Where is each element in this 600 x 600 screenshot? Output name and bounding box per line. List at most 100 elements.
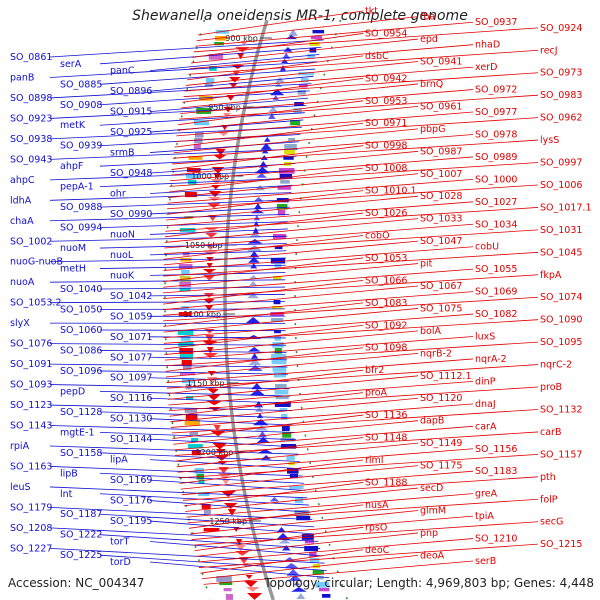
left-gene-connector — [99, 431, 296, 441]
reverse-feature — [270, 258, 286, 264]
right-gene-label: recJ — [540, 45, 558, 56]
left-gene-label: SO_1123 — [10, 400, 52, 411]
forward-cds — [245, 587, 260, 592]
reverse-cds — [245, 317, 261, 323]
reverse-feature — [290, 120, 301, 126]
reverse-feature — [309, 552, 317, 558]
forward-feature — [225, 594, 233, 600]
left-gene-connector — [49, 257, 286, 263]
forward-cds — [221, 479, 230, 485]
left-gene-label: rpiA — [10, 441, 30, 452]
left-gene-connector — [149, 561, 330, 579]
right-gene-label: SO_1031 — [540, 225, 582, 236]
right-gene-connector — [164, 212, 364, 238]
left-gene-label: SO_1227 — [10, 543, 52, 554]
reverse-feature — [310, 36, 322, 40]
right-gene-label: SO_1112.1 — [420, 371, 472, 382]
forward-feature — [189, 432, 199, 436]
left-gene-label: nuoL — [110, 250, 134, 261]
left-gene-label: lipA — [110, 455, 128, 466]
forward-feature — [203, 528, 220, 532]
reverse-feature — [277, 186, 291, 190]
forward-cds — [223, 503, 238, 509]
left-gene-label: SO_1225 — [60, 550, 102, 561]
right-gene-connector — [168, 381, 474, 406]
left-gene-connector — [149, 272, 286, 276]
reverse-cds — [283, 47, 293, 52]
forward-cds — [203, 299, 215, 304]
right-gene-label: nusA — [365, 500, 389, 511]
reverse-cds — [296, 593, 306, 599]
right-gene-connector — [181, 83, 419, 109]
forward-cds — [207, 395, 221, 401]
forward-cds — [208, 191, 222, 198]
left-gene-connector — [49, 235, 288, 242]
left-gene-label: slyX — [10, 318, 30, 329]
left-gene-label: lnt — [60, 489, 73, 500]
right-gene-connector — [163, 302, 364, 327]
right-gene-connector — [200, 549, 364, 574]
right-gene-label: SO_1027 — [475, 197, 517, 208]
left-gene-label: SO_1144 — [110, 434, 152, 445]
right-gene-label: SO_0924 — [540, 23, 582, 34]
right-gene-label: SO_0989 — [475, 152, 517, 163]
right-gene-label: serB — [475, 556, 496, 567]
right-gene-label: fkpA — [540, 270, 562, 281]
right-gene-label: bolA — [420, 326, 441, 337]
left-gene-label: SO_1163 — [10, 461, 52, 472]
forward-feature — [214, 42, 224, 46]
left-gene-connector — [49, 83, 312, 99]
right-gene-connector — [166, 364, 539, 389]
right-gene-label: SO_1053 — [365, 253, 407, 264]
forward-cds — [207, 389, 219, 394]
guide-ring — [164, 19, 212, 600]
right-gene-connector — [167, 369, 364, 395]
reverse-cds — [272, 95, 279, 100]
right-gene-label: SO_1055 — [475, 264, 517, 275]
reverse-feature — [289, 474, 299, 479]
forward-feature — [198, 492, 210, 497]
left-gene-connector — [49, 343, 287, 346]
right-gene-label: SO_1188 — [365, 477, 407, 488]
right-gene-label: SO_1098 — [365, 343, 407, 354]
right-gene-connector — [162, 274, 539, 299]
reverse-feature — [309, 42, 320, 46]
right-gene-label: SO_1008 — [365, 163, 407, 174]
forward-feature — [193, 120, 209, 126]
reverse-feature — [274, 402, 291, 407]
forward-cds — [227, 509, 237, 516]
right-gene-connector — [195, 21, 474, 47]
forward-cds — [202, 269, 217, 274]
right-gene-connector — [193, 27, 539, 53]
right-gene-connector — [165, 207, 539, 232]
reverse-cds — [263, 137, 271, 142]
right-gene-label: SO_1028 — [420, 191, 462, 202]
left-gene-connector — [49, 384, 290, 390]
right-gene-connector — [197, 538, 474, 563]
reverse-feature — [312, 570, 324, 575]
left-gene-connector — [99, 199, 291, 208]
left-gene-connector — [149, 54, 320, 72]
right-gene-label: SO_0987 — [420, 146, 462, 157]
right-gene-label: SO_1136 — [365, 410, 407, 421]
forward-cds — [213, 173, 222, 180]
reverse-feature — [273, 276, 282, 280]
left-gene-label: nuoA — [10, 277, 35, 288]
scale-tick-label: 900 kbp — [225, 34, 258, 43]
right-gene-label: SO_0997 — [540, 158, 582, 169]
right-gene-label: nhaD — [475, 40, 500, 51]
right-gene-connector — [163, 246, 474, 271]
reverse-cds — [268, 113, 276, 120]
right-gene-connector — [170, 403, 474, 428]
forward-feature — [178, 312, 192, 317]
left-gene-label: SO_0908 — [60, 100, 102, 111]
left-gene-label: SO_0948 — [110, 168, 152, 179]
topology-text: Topology: circular; Length: 4,969,803 bp… — [264, 576, 594, 590]
right-gene-label: dsbC — [365, 51, 389, 62]
right-gene-label: deoA — [420, 550, 445, 561]
left-gene-label: torD — [110, 557, 131, 568]
right-gene-label: SO_1090 — [540, 315, 582, 326]
reverse-feature — [282, 432, 292, 438]
reverse-feature — [274, 348, 282, 354]
right-gene-connector — [164, 336, 474, 361]
